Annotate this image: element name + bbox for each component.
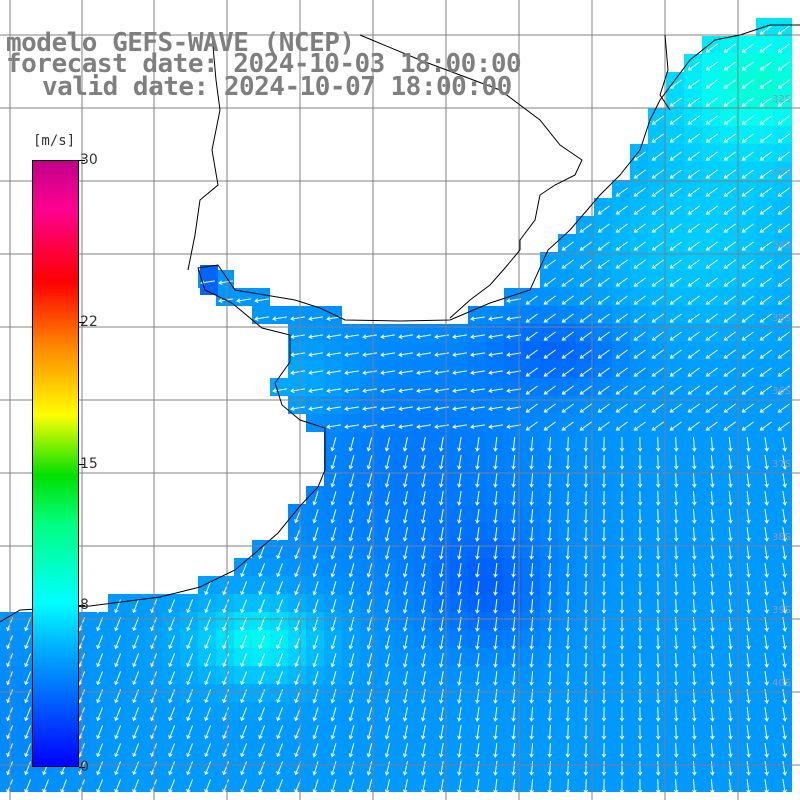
valid-date: valid date: 2024-10-07 18:00:00 xyxy=(42,72,512,102)
colorbar-tick-mark xyxy=(79,160,85,161)
latitude-label: 39S xyxy=(772,605,791,616)
colorbar xyxy=(32,160,79,767)
latitude-label: 33S xyxy=(772,167,791,178)
colorbar-tick-label: 15 xyxy=(80,455,98,472)
latitude-label: 37S xyxy=(772,459,791,470)
colorbar-tick-label: 0 xyxy=(80,759,89,775)
colorbar-tick-label: 30 xyxy=(80,152,98,168)
latitude-label: 32S xyxy=(772,94,791,105)
latitude-label: 36S xyxy=(772,386,791,397)
wind-direction-arrows xyxy=(6,25,790,794)
colorbar-tick-label: 8 xyxy=(80,597,89,614)
colorbar-tick-mark xyxy=(79,767,85,768)
forecast-date: forecast date: 2024-10-03 18:00:00 xyxy=(6,49,522,79)
latitude-label: 38S xyxy=(772,532,791,543)
latitude-label: 35S xyxy=(772,313,791,324)
latitude-label: 40S xyxy=(772,678,791,689)
latitude-labels: 32S 33S 34S 35S 36S 37S 38S 39S 40S xyxy=(772,94,791,689)
colorbar-tick-mark xyxy=(79,321,85,323)
model-title: modelo GEFS-WAVE (NCEP) xyxy=(6,28,355,58)
colorbar-tick-label: 22 xyxy=(80,313,98,330)
colorbar-tick-mark xyxy=(79,605,85,607)
coastline xyxy=(0,24,800,623)
latitude-label: 34S xyxy=(772,240,791,251)
colorbar-unit: [m/s] xyxy=(33,133,76,149)
colorbar-tick-mark xyxy=(79,463,85,465)
